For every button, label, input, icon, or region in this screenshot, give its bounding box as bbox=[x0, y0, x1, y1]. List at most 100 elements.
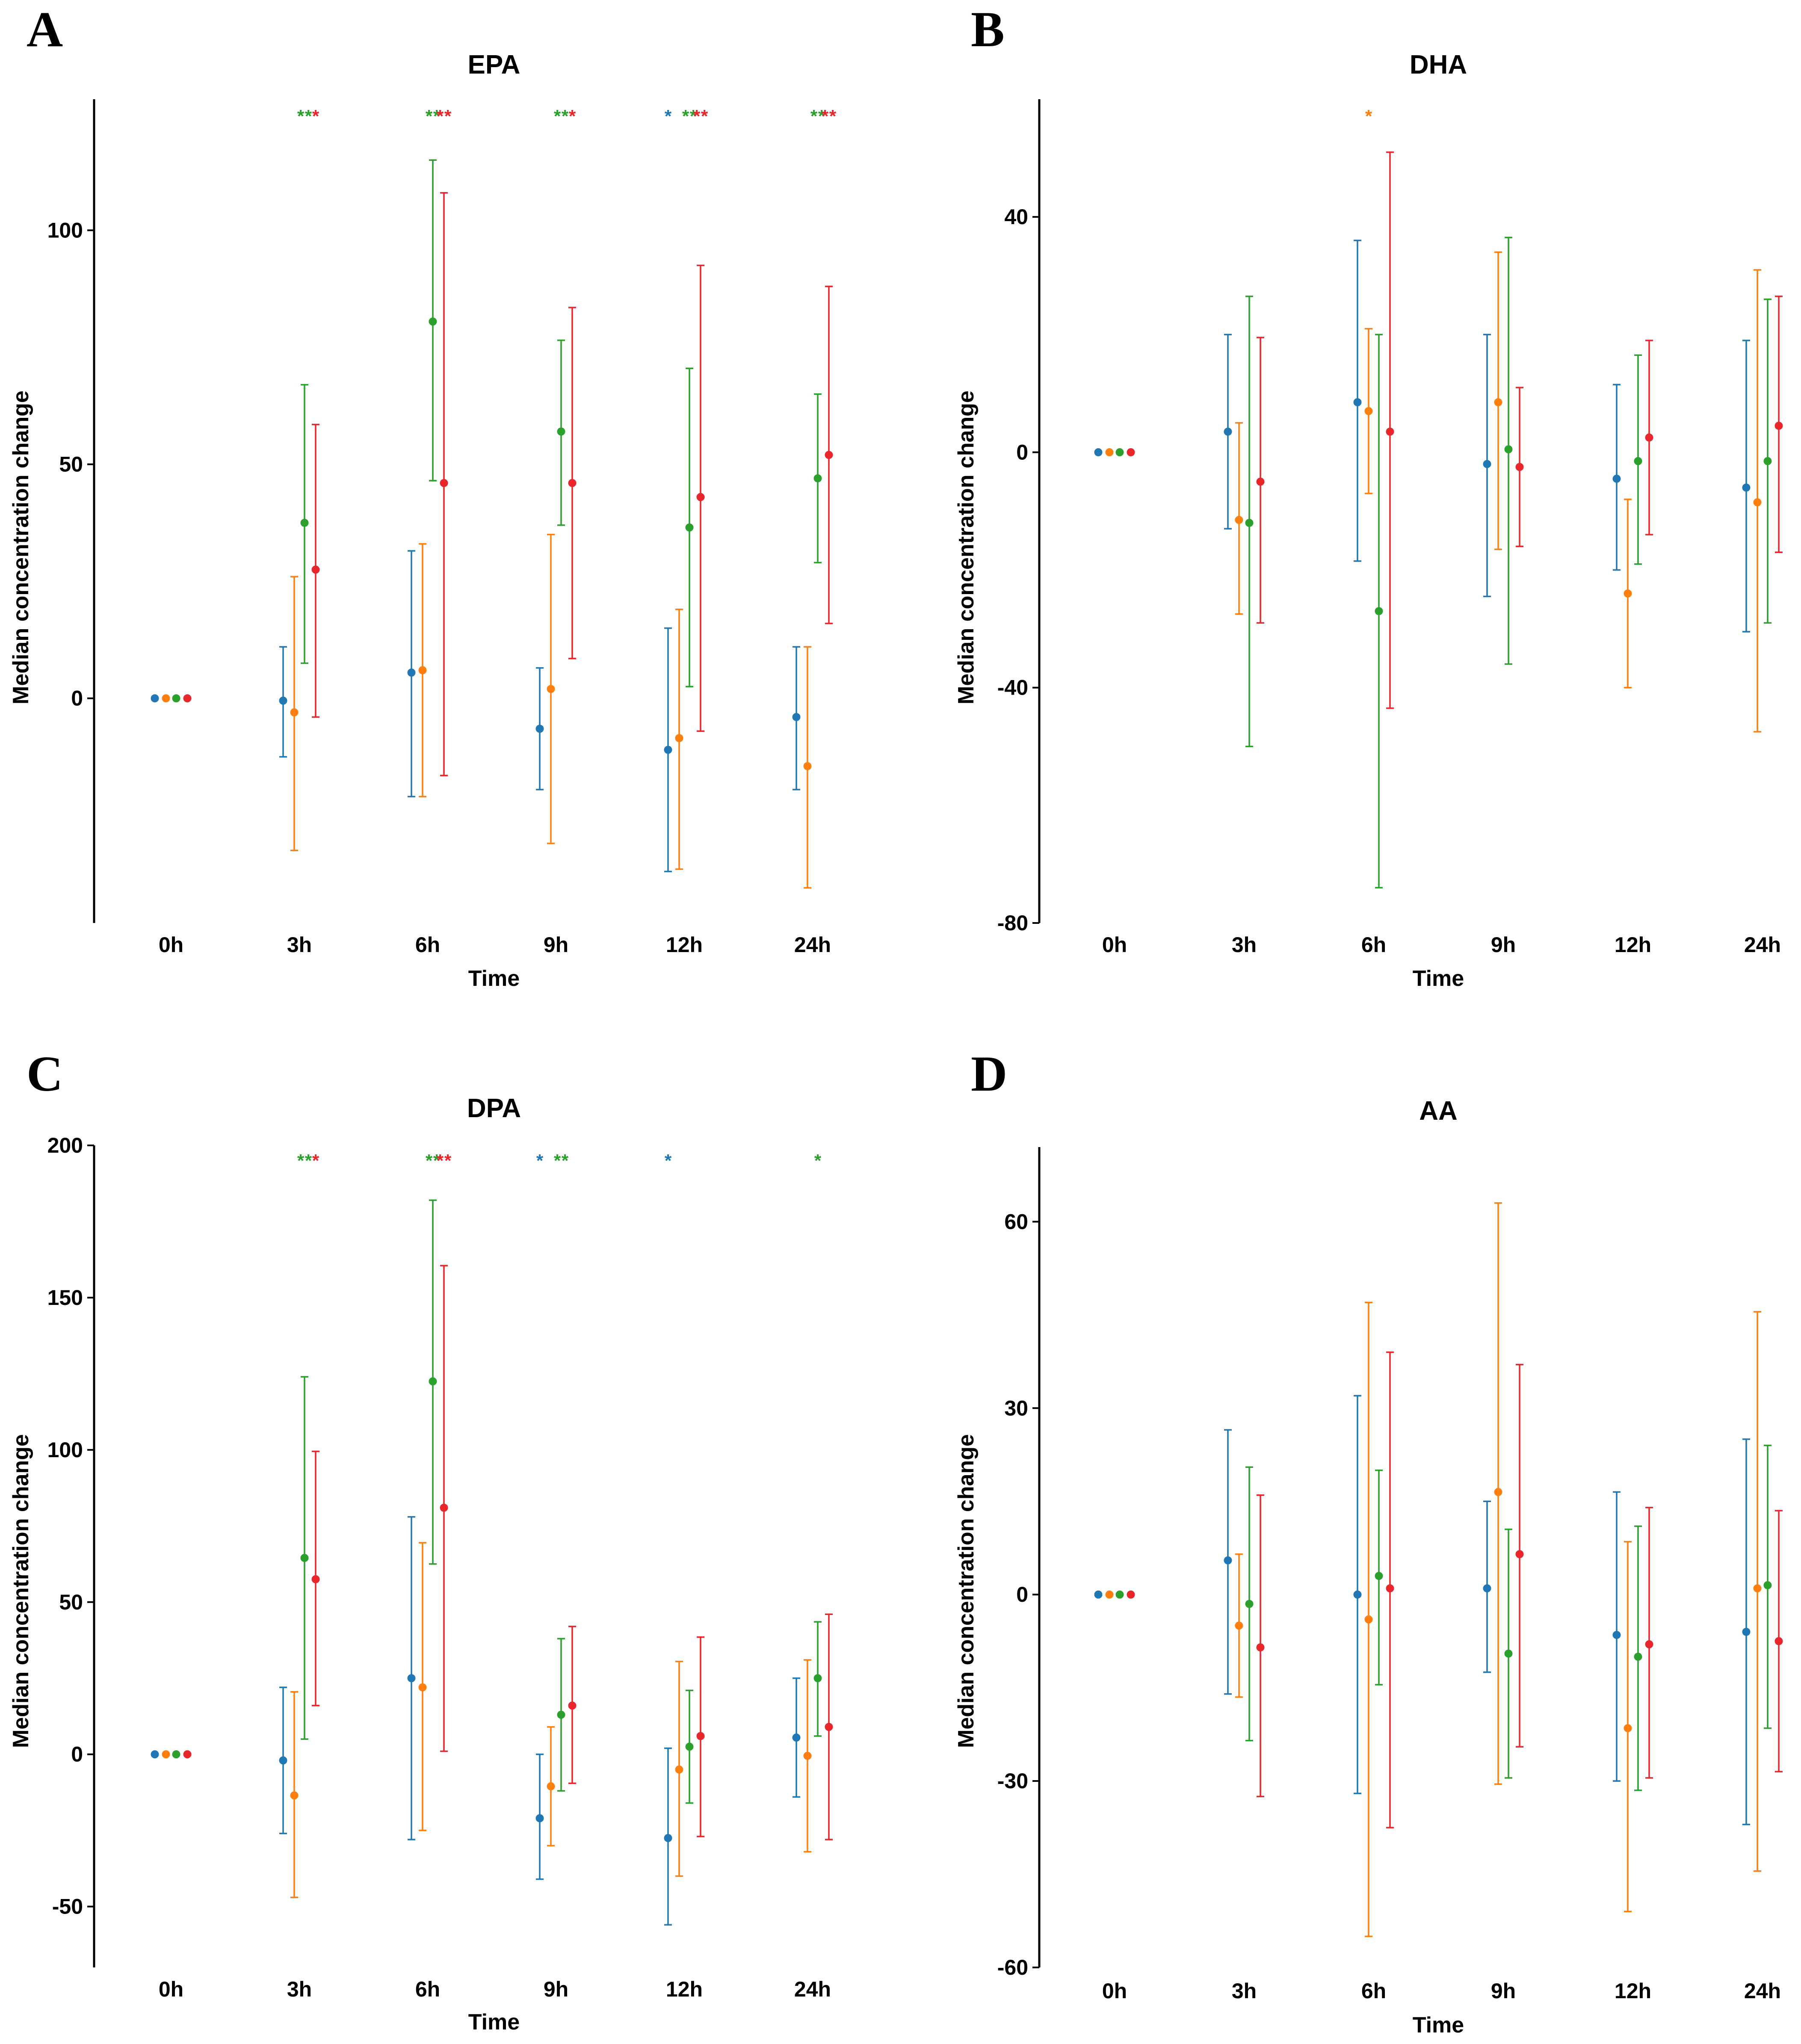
median-point bbox=[151, 694, 159, 703]
x-axis-title: Time bbox=[1413, 966, 1464, 991]
median-point bbox=[547, 1782, 555, 1790]
median-point bbox=[1634, 457, 1642, 465]
significance-star: * bbox=[569, 106, 576, 126]
median-point bbox=[1105, 1590, 1114, 1599]
median-point bbox=[1224, 427, 1232, 436]
median-point bbox=[664, 745, 672, 754]
median-point bbox=[1774, 1637, 1783, 1645]
significance-star: * bbox=[814, 1151, 822, 1171]
median-point bbox=[1753, 498, 1762, 506]
median-point bbox=[162, 1750, 170, 1759]
significance-star: * bbox=[444, 1151, 452, 1171]
significance-star: * bbox=[297, 1151, 305, 1171]
median-point bbox=[1094, 1590, 1103, 1599]
significance-star: * bbox=[426, 1151, 433, 1171]
median-point bbox=[311, 1575, 320, 1583]
chart-title: AA bbox=[1419, 1096, 1458, 1126]
x-tick-label: 12h bbox=[1615, 933, 1651, 957]
chart-title: EPA bbox=[468, 50, 520, 80]
median-point bbox=[568, 1701, 577, 1710]
significance-star: * bbox=[665, 1151, 672, 1171]
significance-star: * bbox=[562, 106, 569, 126]
y-tick-label: 40 bbox=[1004, 205, 1028, 229]
chart-title: DHA bbox=[1410, 50, 1467, 80]
significance-star: * bbox=[433, 106, 441, 126]
y-tick-label: 0 bbox=[1016, 440, 1028, 464]
y-tick-label: 60 bbox=[1004, 1210, 1028, 1233]
x-tick-label: 3h bbox=[1232, 1979, 1257, 2003]
y-tick-label: -60 bbox=[997, 1955, 1028, 1979]
median-point bbox=[1515, 463, 1524, 471]
significance-star: * bbox=[810, 106, 818, 126]
median-point bbox=[685, 1742, 694, 1751]
median-point bbox=[825, 1723, 833, 1731]
x-tick-label: 24h bbox=[794, 1977, 831, 2001]
median-point bbox=[1612, 474, 1621, 483]
median-point bbox=[1763, 1581, 1772, 1589]
y-tick-label: -40 bbox=[997, 676, 1028, 700]
significance-star: * bbox=[297, 106, 305, 126]
x-tick-label: 24h bbox=[1744, 933, 1781, 957]
median-point bbox=[440, 1503, 448, 1512]
median-point bbox=[1115, 448, 1124, 456]
x-tick-label: 0h bbox=[1102, 933, 1127, 957]
median-point bbox=[172, 694, 180, 703]
significance-star: * bbox=[554, 106, 561, 126]
median-point bbox=[664, 1834, 672, 1842]
x-tick-label: 3h bbox=[287, 1977, 312, 2001]
x-axis-title: Time bbox=[1413, 2013, 1464, 2038]
median-point bbox=[407, 1674, 416, 1683]
y-axis-title: Median concentration change bbox=[954, 1434, 979, 1748]
y-axis-title: Median concentration change bbox=[954, 390, 979, 704]
median-point bbox=[803, 1751, 812, 1760]
median-point bbox=[1127, 1590, 1135, 1599]
median-point bbox=[675, 1765, 683, 1774]
median-point bbox=[407, 669, 416, 677]
median-point bbox=[1375, 607, 1383, 615]
x-tick-label: 9h bbox=[544, 933, 568, 957]
median-point bbox=[1224, 1556, 1232, 1565]
median-point bbox=[429, 1377, 437, 1386]
median-point bbox=[311, 565, 320, 574]
significance-star: * bbox=[312, 106, 319, 126]
significance-star: * bbox=[536, 1151, 544, 1171]
significance-star: * bbox=[312, 1151, 319, 1171]
x-tick-label: 0h bbox=[1102, 1979, 1127, 2003]
median-point bbox=[803, 762, 812, 770]
significance-star: * bbox=[693, 106, 701, 126]
median-point bbox=[1624, 1724, 1632, 1733]
median-point bbox=[1245, 1600, 1254, 1608]
significance-star: * bbox=[701, 106, 708, 126]
median-point bbox=[1256, 477, 1265, 486]
chart-title: DPA bbox=[467, 1094, 521, 1123]
median-point bbox=[1256, 1643, 1265, 1652]
panel-dha: B DHA Time Median concentration change -… bbox=[954, 1, 1783, 991]
median-point bbox=[813, 1674, 822, 1683]
plot-area: -60 -30 0 30 60 0h 3h 6h 9h 12h 24h bbox=[997, 1147, 1783, 2003]
median-point bbox=[1494, 398, 1502, 406]
median-point bbox=[1483, 460, 1491, 468]
median-point bbox=[1634, 1652, 1642, 1661]
median-point bbox=[792, 713, 801, 721]
significance-star: * bbox=[305, 106, 312, 126]
panel-letter: B bbox=[971, 1, 1005, 57]
median-point bbox=[535, 1814, 544, 1822]
x-axis-title: Time bbox=[468, 966, 520, 991]
y-tick-label: 100 bbox=[47, 1438, 83, 1462]
significance-star: * bbox=[665, 106, 672, 126]
median-point bbox=[825, 451, 833, 459]
x-tick-label: 24h bbox=[794, 933, 831, 957]
significance-star: * bbox=[562, 1151, 569, 1171]
median-point bbox=[1094, 448, 1103, 456]
y-tick-label: 50 bbox=[59, 1590, 83, 1614]
significance-star: * bbox=[818, 106, 825, 126]
y-tick-label: 0 bbox=[71, 1742, 83, 1766]
x-tick-label: 0h bbox=[159, 1977, 183, 2001]
median-point bbox=[557, 427, 565, 436]
median-point bbox=[290, 1791, 299, 1800]
y-axis-title: Median concentration change bbox=[9, 390, 33, 704]
median-point bbox=[279, 696, 287, 705]
significance-star: * bbox=[437, 1151, 444, 1171]
y-tick-label: 200 bbox=[47, 1133, 83, 1157]
